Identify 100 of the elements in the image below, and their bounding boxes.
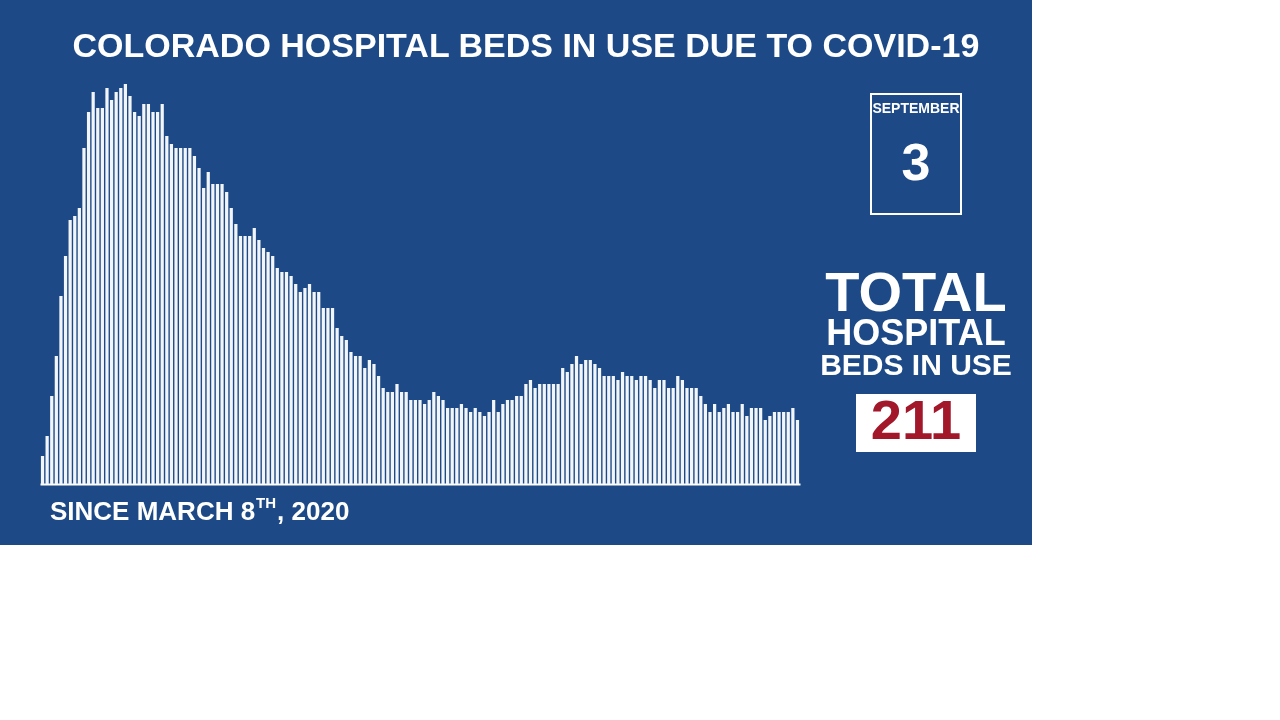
text: BEDS IN USE bbox=[820, 348, 1012, 381]
bar bbox=[749, 408, 754, 484]
bar bbox=[220, 184, 224, 484]
bar bbox=[501, 404, 505, 484]
bar bbox=[630, 376, 634, 484]
bar bbox=[353, 356, 358, 484]
bar bbox=[791, 408, 795, 484]
bar bbox=[146, 104, 151, 484]
chart-title: COLORADO HOSPITAL BEDS IN USE DUE TO COVID-19 bbox=[72, 26, 980, 64]
bar bbox=[50, 396, 54, 484]
bar bbox=[381, 388, 385, 484]
bar bbox=[602, 376, 606, 484]
bar bbox=[450, 408, 454, 484]
bar bbox=[91, 92, 95, 484]
bar bbox=[689, 388, 694, 484]
bar bbox=[763, 420, 767, 484]
text: 3 bbox=[901, 133, 931, 191]
text: SEPTEMBER bbox=[872, 100, 960, 116]
bar bbox=[317, 292, 321, 484]
bar bbox=[574, 356, 579, 484]
bar bbox=[119, 88, 123, 484]
bar bbox=[478, 412, 482, 484]
bar bbox=[192, 156, 197, 484]
bar bbox=[662, 380, 666, 484]
bar bbox=[73, 216, 77, 484]
bar bbox=[395, 384, 399, 484]
bar bbox=[183, 148, 187, 484]
bar bbox=[160, 104, 164, 484]
bar bbox=[174, 148, 178, 484]
bar bbox=[326, 308, 330, 484]
bar bbox=[386, 392, 390, 484]
bar bbox=[607, 376, 611, 484]
bar bbox=[307, 284, 312, 484]
bar bbox=[105, 88, 109, 484]
bar bbox=[464, 408, 468, 484]
bar bbox=[648, 380, 652, 484]
bar bbox=[188, 148, 192, 484]
bar bbox=[436, 396, 441, 484]
bar bbox=[524, 384, 528, 484]
bar bbox=[40, 456, 45, 484]
bar bbox=[372, 364, 376, 484]
bar bbox=[694, 388, 698, 484]
bar bbox=[726, 404, 731, 484]
bar bbox=[432, 392, 436, 484]
bar bbox=[597, 368, 602, 484]
bar bbox=[639, 376, 643, 484]
bar bbox=[215, 184, 220, 484]
bar bbox=[238, 236, 243, 484]
bar bbox=[740, 404, 744, 484]
bar bbox=[422, 404, 427, 484]
bar bbox=[620, 372, 625, 484]
bar bbox=[68, 220, 72, 484]
text: 211 bbox=[870, 388, 962, 451]
bar bbox=[547, 384, 551, 484]
bar bbox=[358, 356, 362, 484]
bar bbox=[418, 400, 422, 484]
bar bbox=[169, 144, 174, 484]
bar bbox=[330, 308, 335, 484]
bar bbox=[63, 256, 68, 484]
bar bbox=[413, 400, 418, 484]
bar bbox=[772, 412, 777, 484]
bar bbox=[404, 392, 408, 484]
bar bbox=[86, 112, 91, 484]
bar bbox=[510, 400, 514, 484]
bar bbox=[777, 412, 781, 484]
bar bbox=[243, 236, 247, 484]
bar bbox=[528, 380, 533, 484]
bar bbox=[289, 276, 293, 484]
bar bbox=[786, 412, 790, 484]
bar bbox=[455, 408, 459, 484]
bar bbox=[459, 404, 464, 484]
bar bbox=[584, 360, 588, 484]
bar bbox=[768, 416, 772, 484]
bar bbox=[473, 408, 477, 484]
bar bbox=[441, 400, 445, 484]
bar bbox=[593, 364, 597, 484]
bar bbox=[551, 384, 556, 484]
bar bbox=[482, 416, 487, 484]
bar bbox=[206, 172, 210, 484]
bar bbox=[579, 364, 583, 484]
bar bbox=[142, 104, 146, 484]
bar bbox=[252, 228, 256, 484]
bar bbox=[261, 248, 266, 484]
bar bbox=[717, 412, 721, 484]
bar bbox=[229, 208, 233, 484]
bar bbox=[703, 404, 708, 484]
bar bbox=[754, 408, 758, 484]
bar bbox=[505, 400, 510, 484]
bar bbox=[676, 376, 680, 484]
bar bbox=[303, 288, 307, 484]
bar bbox=[284, 272, 289, 484]
bar bbox=[114, 92, 118, 484]
bar bbox=[312, 292, 316, 484]
bar bbox=[625, 376, 629, 484]
bar bbox=[335, 328, 339, 484]
bar bbox=[266, 252, 270, 484]
bar bbox=[722, 408, 726, 484]
bar bbox=[280, 272, 284, 484]
bar bbox=[795, 420, 800, 484]
bar bbox=[643, 376, 648, 484]
